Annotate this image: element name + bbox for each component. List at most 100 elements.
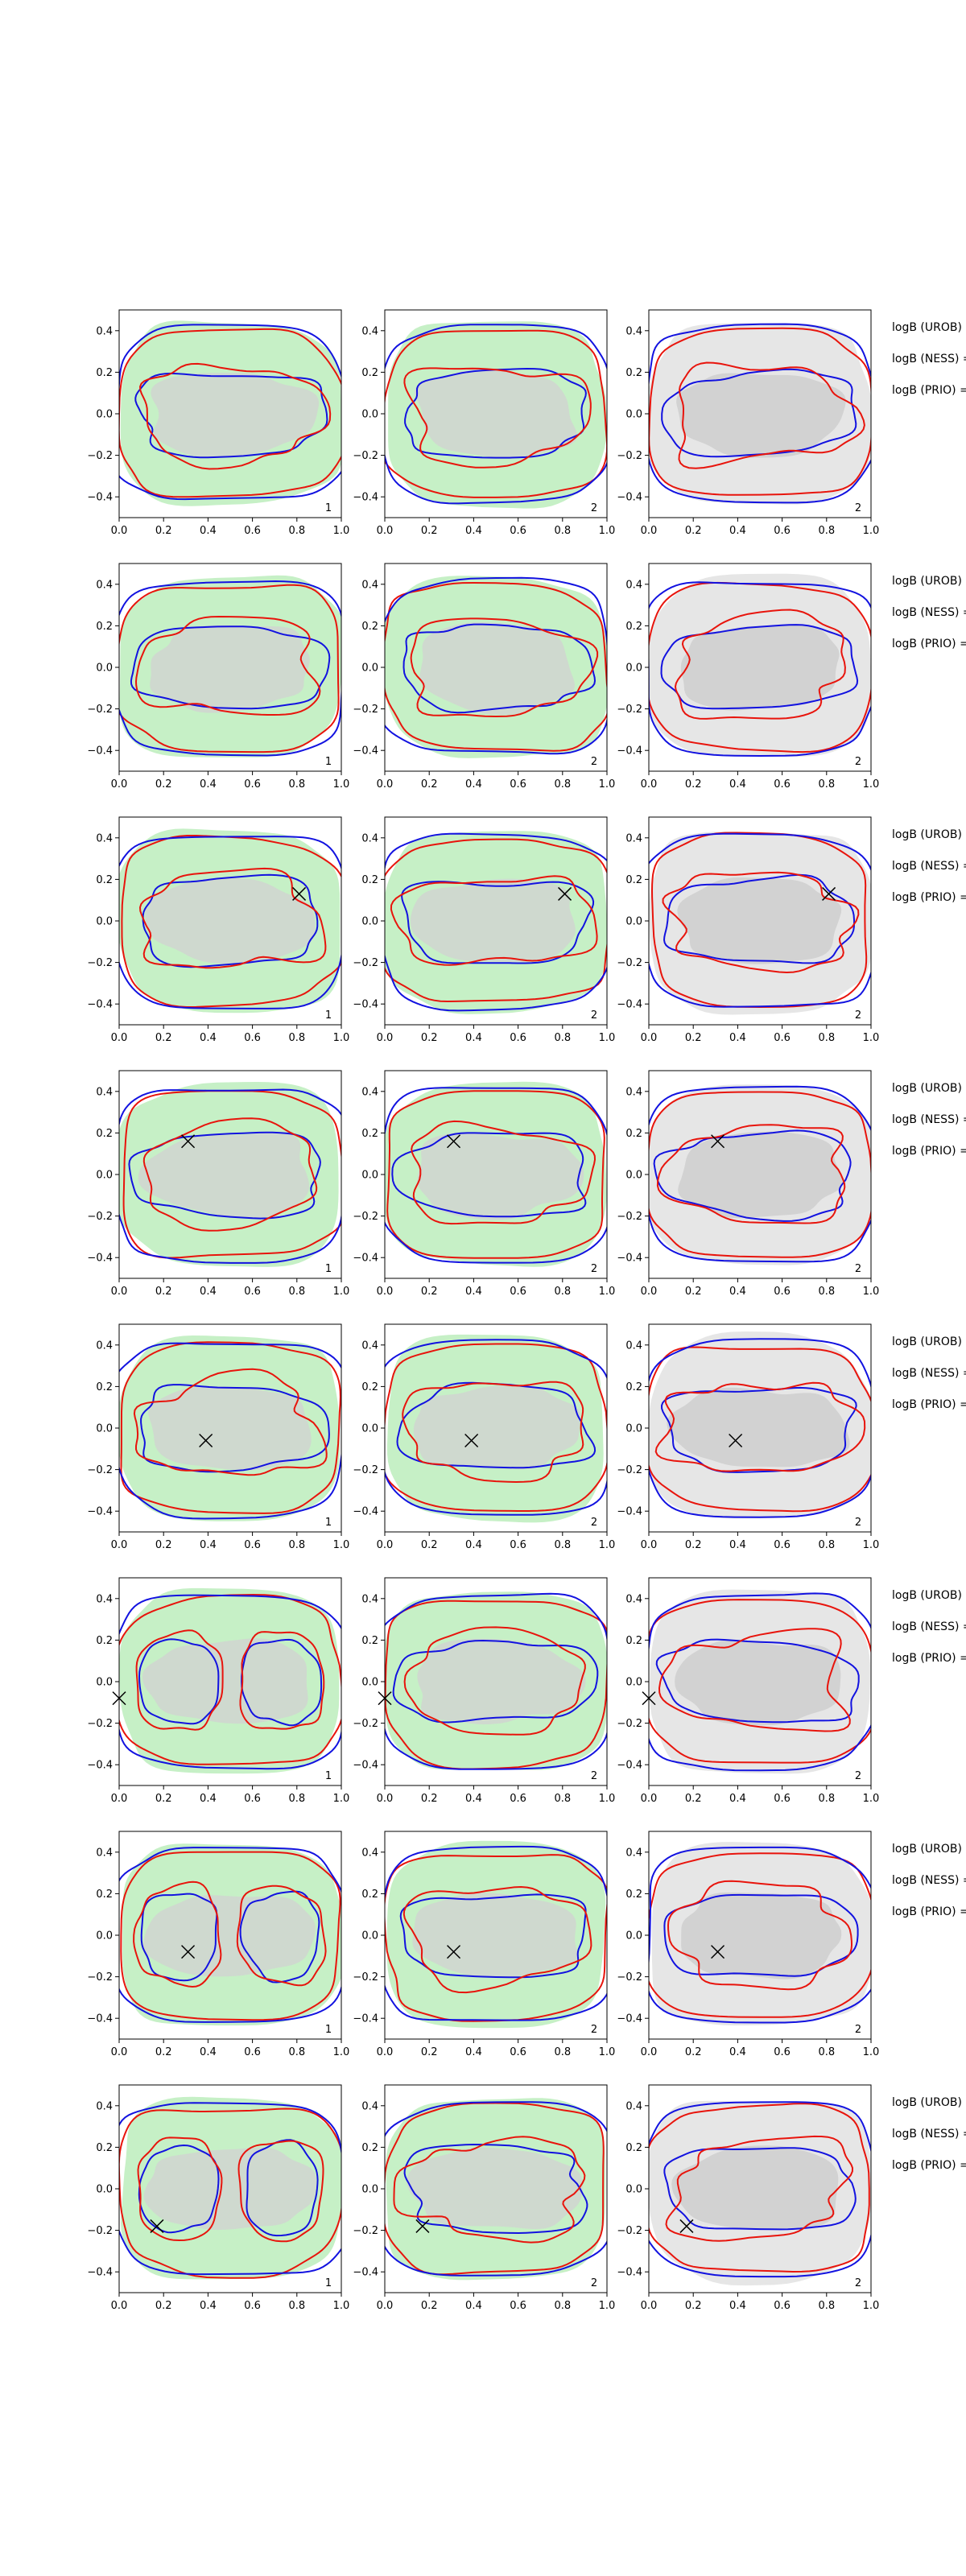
x-tick-label: 0.4 <box>465 1539 482 1551</box>
x-tick-label: 0.2 <box>685 778 702 791</box>
x-tick-label: 0.6 <box>510 1793 526 1805</box>
red-contour-outer <box>119 328 341 498</box>
blue-contour-outer <box>119 324 341 501</box>
y-tick-label: −0.4 <box>87 1253 113 1265</box>
inner-density-region <box>142 1638 308 1724</box>
plot-area <box>119 1587 341 1774</box>
inner-density-region <box>148 1386 312 1471</box>
x-tick-label: 0.6 <box>510 1539 526 1551</box>
red-contour-inner <box>133 1368 328 1476</box>
red-contour-inner <box>403 367 592 469</box>
logb-label: logB (NESS) = <box>892 1874 966 1887</box>
x-tick-label: 0.0 <box>641 1539 658 1551</box>
y-tick-label: −0.4 <box>353 2013 378 2025</box>
x-tick-label: 1.0 <box>333 2046 350 2058</box>
x-tick-label: 0.8 <box>818 1793 835 1805</box>
blue-contour-inner <box>391 1132 587 1218</box>
x-tick-label: 0.4 <box>465 2046 482 2058</box>
y-tick-label: −0.2 <box>353 1211 378 1223</box>
red-contour-outer <box>385 838 607 1003</box>
x-marker <box>711 1134 725 1149</box>
red-contour-inner <box>674 609 846 720</box>
logb-label: logB (UROB) = <box>892 321 966 334</box>
y-tick-label: −0.2 <box>353 2225 378 2237</box>
red-contour-inner <box>138 362 332 470</box>
x-tick-label: 0.2 <box>421 1793 438 1805</box>
x-tick-label: 1.0 <box>599 2046 616 2058</box>
y-tick-label: 0.0 <box>361 916 378 928</box>
x-tick-label: 0.0 <box>377 2046 394 2058</box>
y-tick-label: 0.0 <box>96 1423 113 1435</box>
y-tick-label: 0.2 <box>96 874 113 886</box>
x-tick-label: 0.0 <box>111 525 128 537</box>
y-tick-label: −0.2 <box>353 957 378 969</box>
y-tick-label: 0.0 <box>96 2184 113 2196</box>
x-tick-label: 0.4 <box>729 1032 746 1044</box>
inner-density-region <box>145 877 316 964</box>
red-contour-inner <box>402 1885 592 1994</box>
inner-density-region <box>413 1385 580 1470</box>
x-tick-label: 1.0 <box>863 1539 880 1551</box>
panel-r4-c1: 0.0 0.2 0.4 0.6 0.8 1.0 −0.4 −0.2 0.0 0.2 0.4 1 <box>87 1070 349 1298</box>
x-tick-label: 0.0 <box>111 1793 128 1805</box>
x-tick-label: 0.8 <box>818 525 835 537</box>
panel-annotation: 2 <box>591 756 597 768</box>
x-tick-label: 0.0 <box>377 1793 394 1805</box>
y-tick-label: 0.2 <box>625 621 642 633</box>
blue-contour-outer <box>649 1338 871 1518</box>
x-tick-label: 0.0 <box>377 1539 394 1551</box>
logb-label: logB (PRIO) = <box>892 891 966 904</box>
x-tick-label: 0.8 <box>554 2300 571 2312</box>
x-tick-label: 1.0 <box>333 2300 350 2312</box>
x-tick-label: 1.0 <box>863 1286 880 1298</box>
x-tick-label: 1.0 <box>333 1793 350 1805</box>
y-tick-label: 0.0 <box>625 916 642 928</box>
panel-r2-c3: 0.0 0.2 0.4 0.6 0.8 1.0 −0.4 −0.2 0.0 0.2 0.4 2 <box>617 563 880 791</box>
plot-area <box>649 323 871 505</box>
x-tick-label: 0.6 <box>510 1032 526 1044</box>
blue-contour-outer <box>385 324 607 505</box>
y-tick-label: 0.2 <box>96 2142 113 2154</box>
logb-label: logB (PRIO) = <box>892 1905 966 1918</box>
y-tick-label: −0.2 <box>353 1971 378 1984</box>
red-contour-inner <box>402 1381 584 1484</box>
x-tick-label: 0.0 <box>377 2300 394 2312</box>
x-tick-label: 0.2 <box>685 1286 702 1298</box>
x-tick-label: 0.6 <box>774 1793 791 1805</box>
plot-area <box>119 575 341 758</box>
x-tick-label: 0.0 <box>377 1286 394 1298</box>
plot-area <box>649 573 871 758</box>
x-tick-label: 0.6 <box>244 2046 261 2058</box>
panel-r3-c1: 0.0 0.2 0.4 0.6 0.8 1.0 −0.4 −0.2 0.0 0.2 0.4 1 <box>87 816 350 1044</box>
red-contour-inner <box>658 1628 851 1732</box>
plot-area <box>119 1082 341 1267</box>
x-tick-label: 0.2 <box>155 1539 172 1551</box>
x-tick-label: 1.0 <box>863 778 880 791</box>
x-tick-label: 0.4 <box>729 1539 746 1551</box>
panel-annotation: 1 <box>325 1263 332 1275</box>
panel-r7-c3: 0.0 0.2 0.4 0.6 0.8 1.0 −0.4 −0.2 0.0 0.2 0.4 2 <box>617 1831 879 2058</box>
x-marker <box>558 886 572 901</box>
logb-label: logB (NESS) = <box>892 606 966 619</box>
x-tick-label: 0.4 <box>465 525 482 537</box>
y-tick-label: 0.2 <box>361 1381 378 1393</box>
blue-contour-inner <box>655 1638 860 1724</box>
logb-label: logB (UROB) = <box>892 1589 966 1602</box>
x-tick-label: 1.0 <box>599 1539 616 1551</box>
x-marker <box>447 1945 461 1959</box>
blue-contour-outer <box>649 2101 871 2278</box>
x-tick-label: 0.8 <box>818 1286 835 1298</box>
y-tick-label: 0.0 <box>361 1677 378 1689</box>
x-marker <box>181 1134 196 1149</box>
blue-contour-outer <box>119 2102 341 2276</box>
x-tick-label: 0.2 <box>155 778 172 791</box>
y-tick-label: −0.4 <box>353 2267 378 2279</box>
x-marker <box>711 1945 725 1959</box>
x-marker <box>415 2219 430 2233</box>
x-tick-label: 0.2 <box>685 2300 702 2312</box>
panel-r8-c2: 0.0 0.2 0.4 0.6 0.8 1.0 −0.4 −0.2 0.0 0.2 0.4 2 <box>353 2084 615 2312</box>
x-tick-label: 1.0 <box>333 1032 350 1044</box>
y-tick-label: 0.0 <box>96 409 113 421</box>
blue-contour-inner <box>403 2143 588 2235</box>
y-tick-label: −0.2 <box>87 1211 113 1223</box>
